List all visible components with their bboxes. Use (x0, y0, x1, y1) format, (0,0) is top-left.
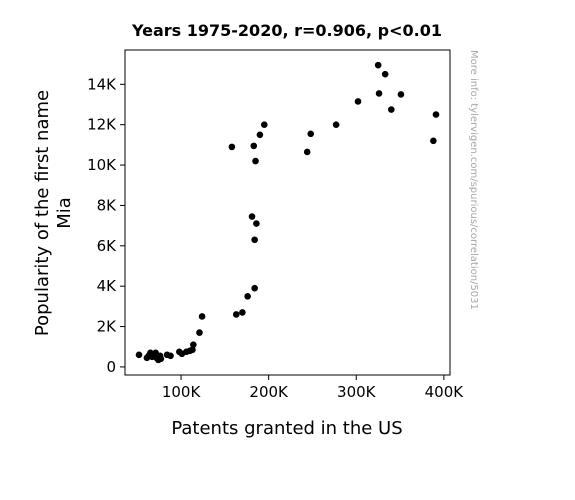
data-point (196, 329, 203, 336)
data-point (303, 148, 311, 156)
data-point (190, 341, 197, 349)
data-point (430, 137, 437, 145)
data-point (397, 91, 405, 98)
data-point (189, 346, 196, 354)
data-point (260, 121, 268, 128)
data-point (248, 213, 256, 220)
data-point (307, 130, 315, 138)
data-point (232, 311, 240, 318)
data-point (256, 131, 264, 139)
chart-title: Years 1975-2020, r=0.906, p<0.01 (131, 21, 442, 40)
y-tick-label: 10K (87, 156, 117, 174)
data-point (135, 351, 143, 359)
data-point (251, 284, 258, 292)
data-point (381, 70, 389, 78)
data-point (244, 292, 251, 300)
data-point (354, 98, 362, 105)
data-point (239, 309, 246, 316)
x-tick-label: 200K (249, 383, 289, 401)
x-tick-label: 300K (337, 383, 377, 401)
data-point (198, 313, 206, 320)
x-tick-label: 100K (162, 383, 202, 401)
y-axis-ticks: 0 2K 4K 6K 8K 10K 12K 14K (87, 75, 125, 376)
y-axis-label-line-1: Popularity of the first name (32, 90, 53, 336)
y-axis-label: Popularity of the first name Mia (32, 90, 75, 336)
data-point (374, 61, 382, 69)
y-tick-label: 4K (97, 277, 118, 295)
data-points (135, 61, 440, 364)
y-tick-label: 2K (97, 318, 118, 336)
data-point (332, 121, 340, 128)
x-axis-ticks: 100K 200K 300K 400K (162, 375, 464, 401)
y-tick-label: 8K (97, 196, 118, 214)
y-axis-label-line-2: Mia (54, 197, 75, 229)
data-point (375, 90, 383, 97)
y-tick-label: 14K (87, 75, 117, 93)
plot-frame (124, 49, 451, 376)
source-note: More info: tylervigen.com/spurious/corre… (468, 50, 479, 310)
y-tick-label: 0 (106, 358, 116, 376)
data-point (251, 236, 258, 244)
data-point (167, 352, 174, 360)
data-point (252, 157, 259, 165)
y-tick-label: 12K (87, 116, 117, 134)
data-point (432, 111, 440, 118)
x-tick-label: 400K (425, 383, 465, 401)
y-tick-label: 6K (97, 237, 118, 255)
data-point (250, 142, 258, 150)
data-point (228, 143, 236, 151)
x-axis-label: Patents granted in the US (171, 418, 402, 439)
data-point (388, 106, 395, 113)
data-point (157, 355, 165, 363)
data-point (253, 220, 260, 227)
